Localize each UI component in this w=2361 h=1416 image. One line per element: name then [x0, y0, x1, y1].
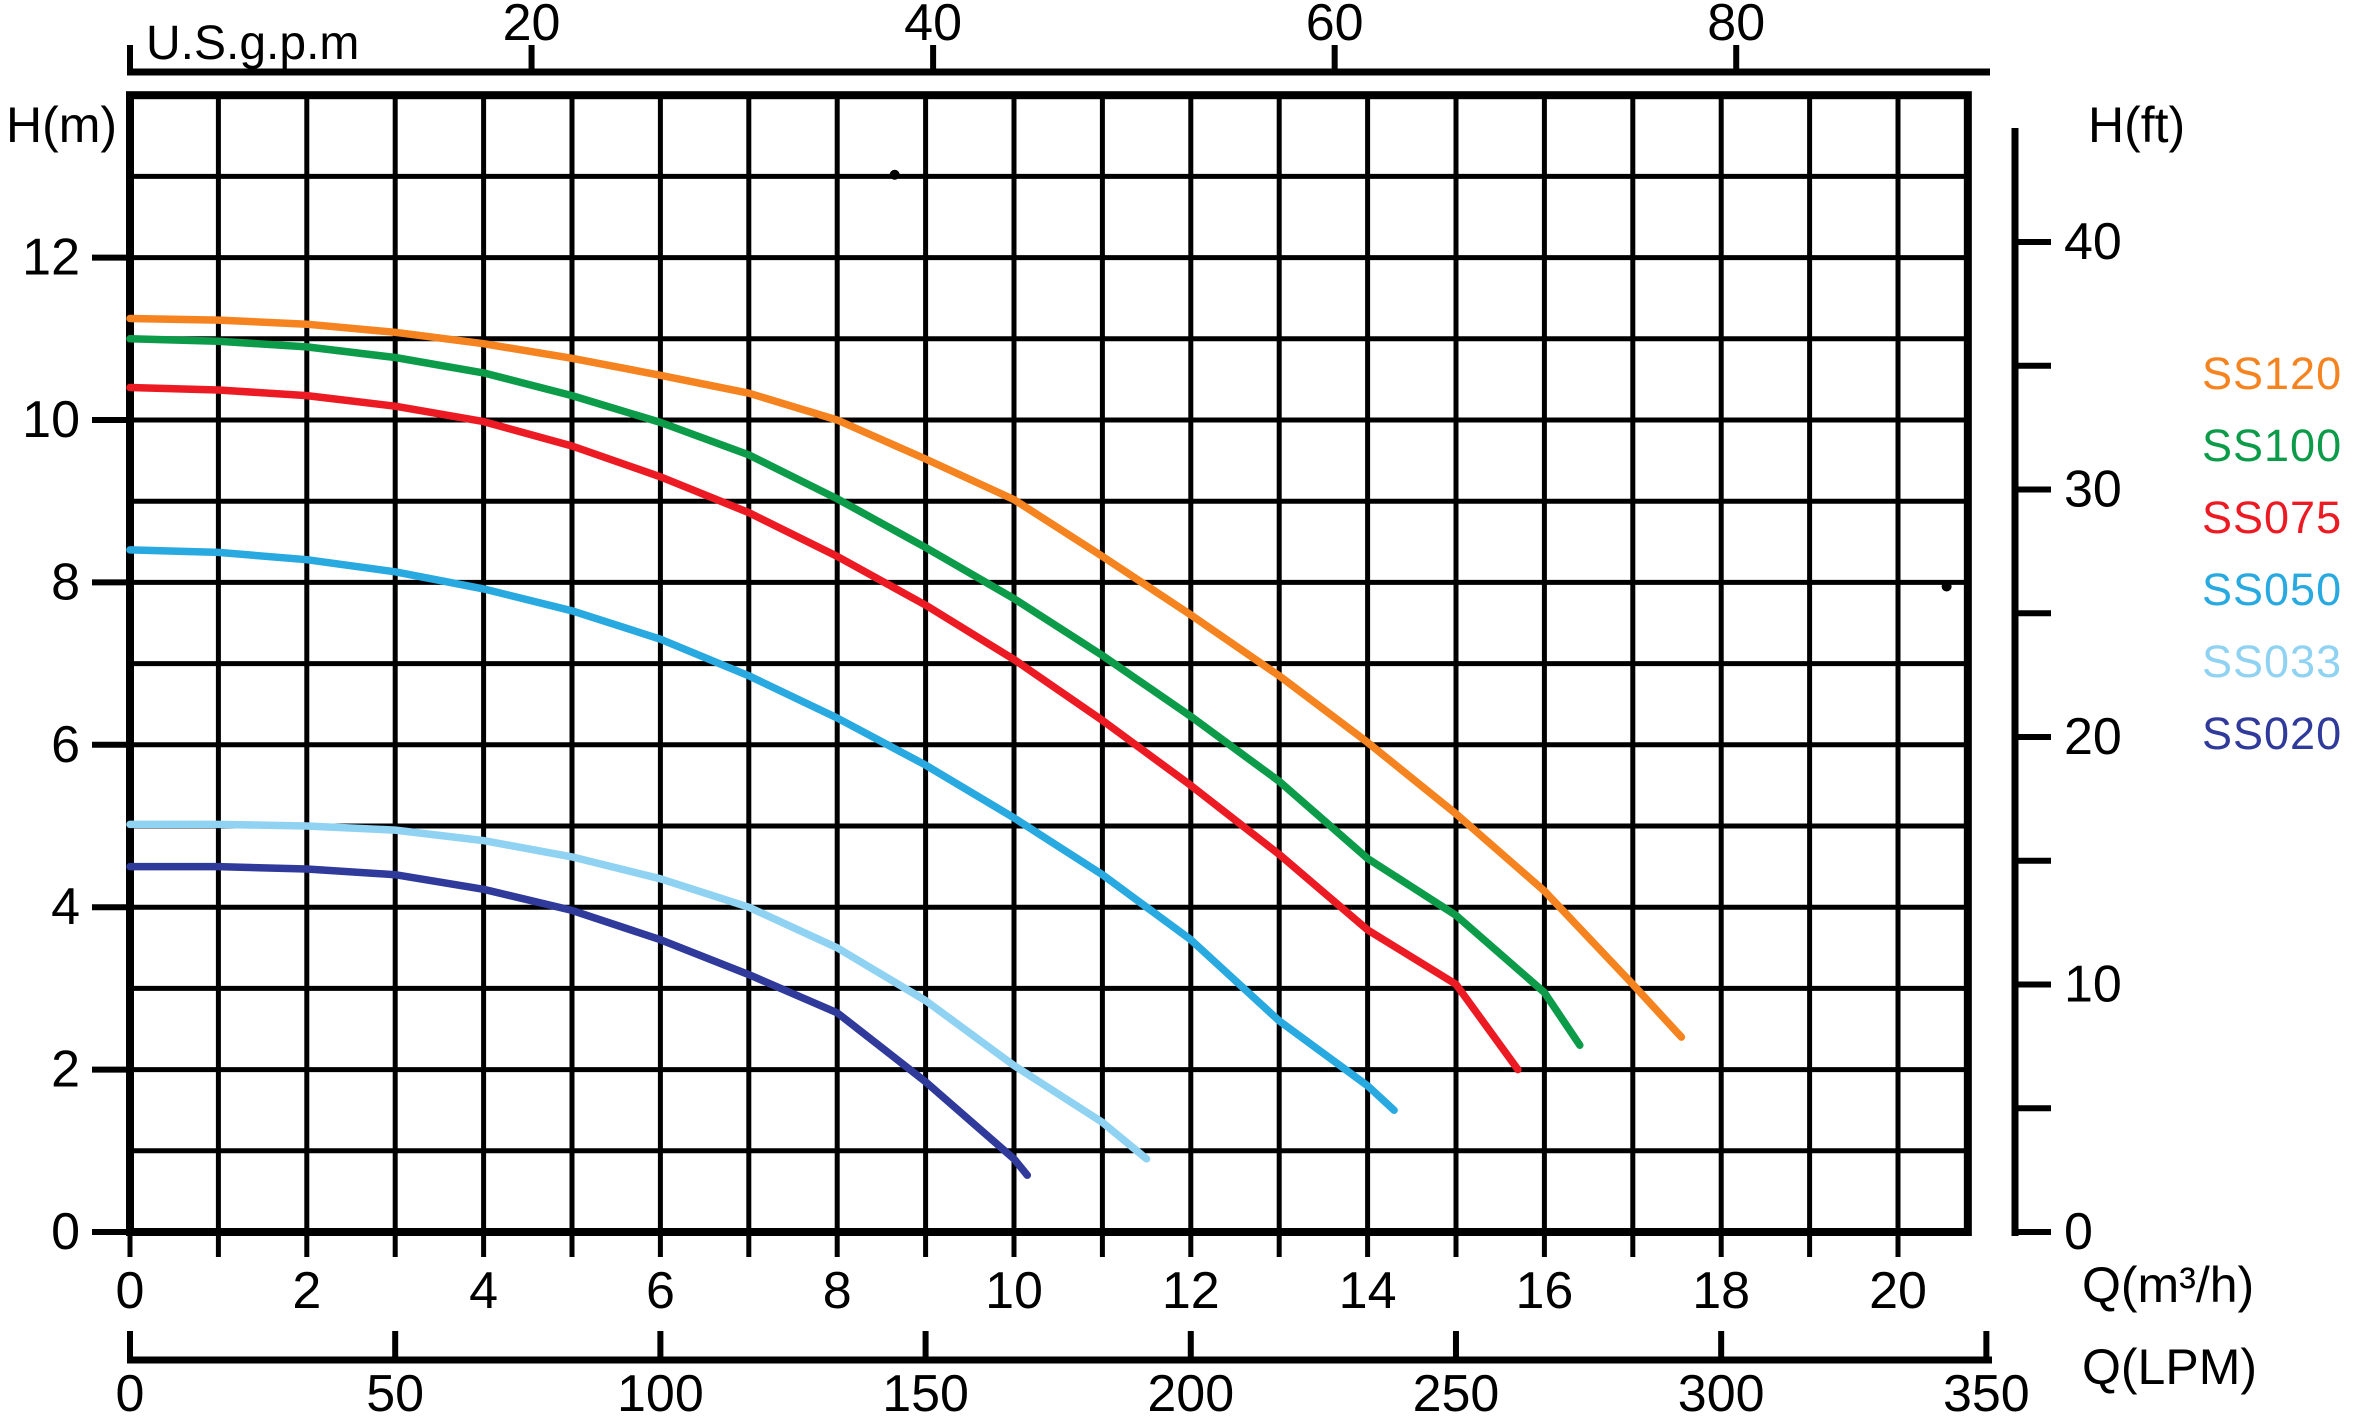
stray-dot [1941, 581, 1952, 592]
series-legend: SS120 SS100 SS075 SS050 SS033 SS020 [2202, 338, 2342, 770]
bottom-axis-tick-label: 0 [116, 1262, 145, 1320]
ft-axis-tick-label: 10 [2064, 956, 2122, 1014]
ft-axis-tick-label: 40 [2064, 213, 2122, 271]
legend-item-ss020: SS020 [2202, 708, 2343, 759]
curve-ss120 [126, 314, 1686, 1041]
left-axis-tick-label: 8 [51, 553, 80, 611]
curve-ss050 [126, 546, 1398, 1114]
legend-item-ss033: SS033 [2202, 636, 2343, 687]
bottom-axis-tick-label: 4 [469, 1262, 498, 1320]
plot-border [126, 91, 1972, 1237]
curve-ss020 [126, 862, 1032, 1179]
ft-axis-tick-label: 20 [2064, 708, 2122, 766]
legend-item-ss075: SS075 [2202, 492, 2343, 543]
bottom-axis-tick-label: 18 [1692, 1262, 1750, 1320]
top-axis-tick-label: 60 [1306, 0, 1364, 52]
right-axis-title: H(ft) [2088, 97, 2186, 153]
stray-dot [889, 169, 900, 180]
legend-item-ss050: SS050 [2202, 564, 2343, 615]
left-axis-tick-label: 4 [51, 878, 80, 936]
ft-axis-tick-label: 30 [2064, 461, 2122, 519]
left-axis-tick-label: 2 [51, 1041, 80, 1099]
top-axis-tick-label: 20 [503, 0, 561, 52]
bottom-axis-tick-label: 14 [1339, 1262, 1397, 1320]
curve-ss033 [126, 820, 1151, 1163]
legend-item-ss120: SS120 [2202, 348, 2343, 399]
top-axis-tick-label: 40 [904, 0, 962, 52]
left-axis-tick-label: 10 [22, 391, 80, 449]
bottom-axis-tick-label: 2 [292, 1262, 321, 1320]
lpm-axis-tick-label: 250 [1413, 1365, 1500, 1416]
bottom-axis-title-m3h: Q(m³/h) [2082, 1257, 2255, 1313]
lpm-axis-tick-label: 150 [882, 1365, 969, 1416]
bottom-axis-tick-label: 20 [1869, 1262, 1927, 1320]
lpm-axis-tick-label: 350 [1943, 1365, 2030, 1416]
bottom-axis-tick-label: 10 [985, 1262, 1043, 1320]
lpm-axis-tick-label: 300 [1678, 1365, 1765, 1416]
legend-item-ss100: SS100 [2202, 420, 2343, 471]
curve-ss100 [126, 335, 1584, 1049]
bottom-axis-title-lpm: Q(LPM) [2082, 1339, 2257, 1395]
left-axis-tick-label: 12 [22, 229, 80, 287]
top-axis-title: U.S.g.p.m [146, 17, 360, 70]
bottom-axis-tick-label: 6 [646, 1262, 675, 1320]
bottom-axis-tick-label: 12 [1162, 1262, 1220, 1320]
left-axis-tick-label: 6 [51, 716, 80, 774]
left-axis-tick-label: 0 [51, 1203, 80, 1261]
ft-axis-tick-label: 0 [2064, 1203, 2093, 1261]
bottom-axis-tick-label: 16 [1515, 1262, 1573, 1320]
lpm-axis-tick-label: 50 [366, 1365, 424, 1416]
top-axis-tick-label: 80 [1707, 0, 1765, 52]
lpm-axis-tick-label: 200 [1147, 1365, 1234, 1416]
bottom-axis-tick-label: 8 [823, 1262, 852, 1320]
lpm-axis-tick-label: 100 [617, 1365, 704, 1416]
left-axis-title: H(m) [6, 97, 118, 153]
lpm-axis-tick-label: 0 [116, 1365, 145, 1416]
curve-ss075 [126, 383, 1522, 1074]
